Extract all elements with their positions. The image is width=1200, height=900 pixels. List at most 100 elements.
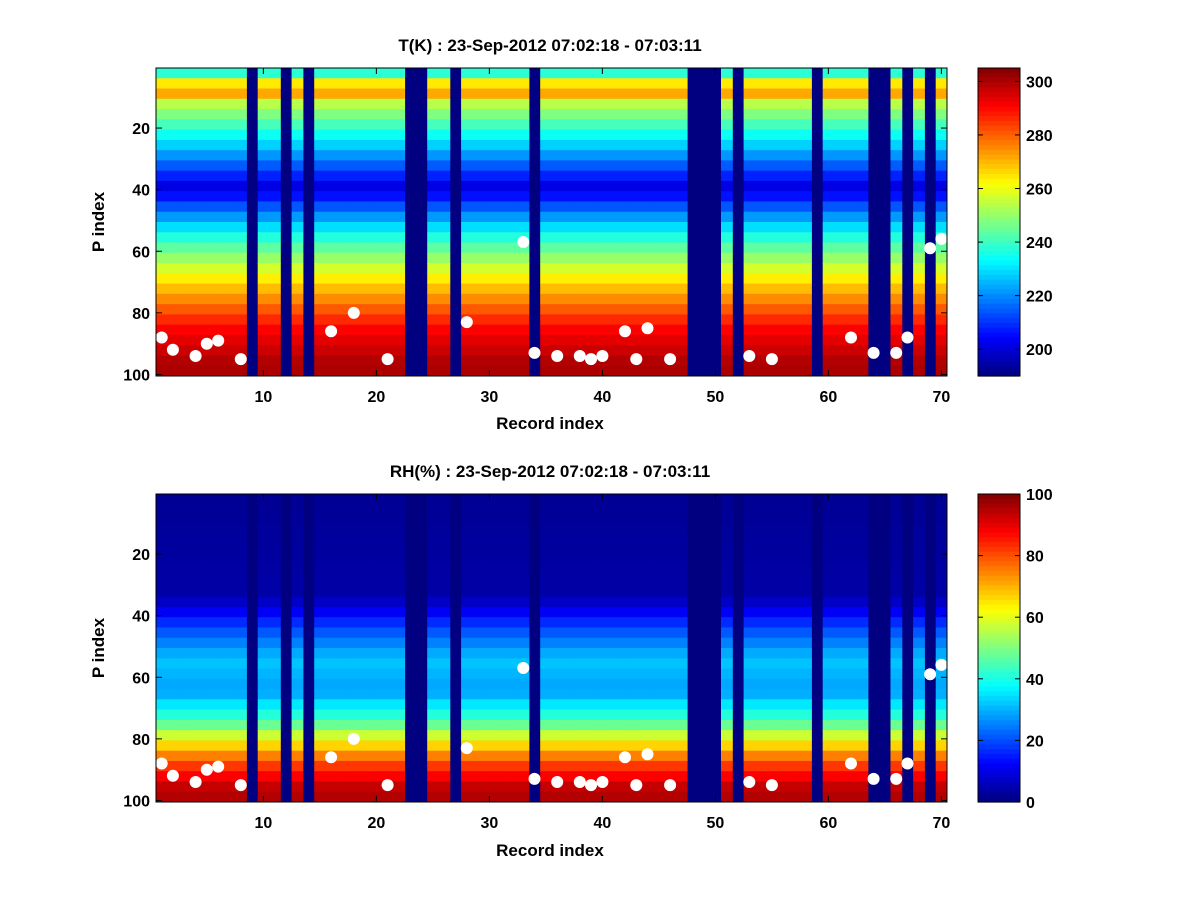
- heatmap-cell: [359, 211, 372, 223]
- heatmap-cell: [653, 334, 665, 346]
- heatmap-cell: [167, 129, 180, 141]
- heatmap-cell: [845, 88, 858, 100]
- heatmap-cell: [822, 586, 835, 598]
- heatmap-cell: [438, 263, 451, 274]
- heatmap-cell: [664, 201, 677, 213]
- x-axis-label-temperature: Record index: [496, 414, 604, 433]
- heatmap-cell: [314, 160, 326, 172]
- heatmap-cell: [359, 201, 372, 213]
- heatmap-cell: [913, 750, 925, 762]
- heatmap-cell: [495, 109, 507, 120]
- heatmap-cell: [596, 545, 609, 557]
- heatmap-cell: [370, 273, 383, 285]
- heatmap-cell: [348, 170, 360, 182]
- heatmap-cell: [540, 191, 552, 202]
- heatmap-cell: [540, 781, 552, 793]
- heatmap-cell: [721, 771, 733, 782]
- heatmap-cell: [212, 668, 225, 680]
- heatmap-cell: [596, 719, 609, 731]
- heatmap-cell: [314, 109, 326, 120]
- heatmap-cell: [472, 760, 485, 772]
- heatmap-cell: [675, 211, 688, 223]
- heatmap-cell: [461, 504, 473, 516]
- heatmap-cell: [856, 345, 869, 356]
- heatmap-cell: [630, 345, 643, 356]
- heatmap-cell: [178, 139, 191, 151]
- heatmap-cell: [551, 68, 564, 79]
- heatmap-cell: [461, 211, 473, 223]
- heatmap-cell: [574, 586, 586, 598]
- heatmap-cell: [585, 535, 598, 546]
- heatmap-cell: [348, 555, 360, 567]
- heatmap-cell: [382, 201, 394, 213]
- heatmap-cell: [653, 263, 665, 274]
- marker-point: [189, 776, 202, 788]
- heatmap-cell: [845, 524, 858, 536]
- heatmap-cell: [370, 242, 383, 254]
- heatmap-cell: [743, 334, 756, 346]
- colorbar-tick-label: 40: [1026, 672, 1044, 689]
- heatmap-cell: [472, 771, 485, 782]
- heatmap-cell: [641, 150, 654, 161]
- heatmap-cell: [834, 304, 846, 315]
- heatmap-cell: [562, 88, 575, 100]
- colorbar-segment: [978, 696, 1020, 702]
- heatmap-cell: [664, 699, 677, 711]
- heatmap-cell: [777, 334, 790, 346]
- heatmap-cell: [382, 555, 394, 567]
- heatmap-cell: [156, 586, 168, 598]
- heatmap-cell: [393, 201, 406, 213]
- heatmap-cell: [235, 627, 247, 639]
- heatmap-cell: [856, 576, 869, 587]
- heatmap-cell: [551, 314, 564, 326]
- heatmap-cell: [483, 109, 496, 120]
- heatmap-cell: [913, 293, 925, 305]
- heatmap-cell: [754, 273, 767, 285]
- y-tick-label: 80: [132, 306, 150, 323]
- heatmap-cell: [777, 109, 790, 120]
- heatmap-cell: [913, 201, 925, 213]
- heatmap-cell: [630, 658, 643, 670]
- heatmap-cell: [608, 637, 620, 649]
- heatmap-cell: [201, 263, 213, 274]
- heatmap-cell: [348, 545, 360, 557]
- heatmap-cell: [212, 180, 225, 192]
- heatmap-cell: [495, 324, 507, 336]
- heatmap-cell: [167, 535, 180, 546]
- heatmap-cell: [382, 211, 394, 223]
- heatmap-cell: [845, 740, 858, 752]
- heatmap-cell: [800, 730, 812, 741]
- heatmap-cell: [325, 596, 338, 608]
- heatmap-cell: [585, 689, 598, 700]
- heatmap-cell: [167, 242, 180, 254]
- heatmap-cell: [754, 760, 767, 772]
- heatmap-cell: [562, 689, 575, 700]
- heatmap-cell: [935, 709, 948, 721]
- heatmap-cell: [201, 222, 213, 233]
- heatmap-cell: [845, 293, 858, 305]
- heatmap-cell: [359, 699, 372, 711]
- heatmap-cell: [800, 211, 812, 223]
- heatmap-cell: [766, 606, 778, 618]
- colorbar-segment: [978, 303, 1020, 310]
- heatmap-cell: [856, 191, 869, 202]
- heatmap-cell: [235, 637, 247, 649]
- heatmap-cell: [845, 119, 858, 131]
- heatmap-cell: [359, 263, 372, 274]
- heatmap-cell: [427, 709, 439, 721]
- heatmap-cell: [766, 222, 778, 233]
- heatmap-cell: [856, 78, 869, 90]
- colorbar-temperature: [978, 68, 1020, 377]
- heatmap-cell: [314, 586, 326, 598]
- heatmap-cell: [336, 109, 349, 120]
- heatmap-cell: [223, 324, 236, 336]
- heatmap-cell: [675, 78, 688, 90]
- heatmap-cell: [822, 334, 835, 346]
- heatmap-cell: [189, 232, 202, 244]
- heatmap-cell: [551, 699, 564, 711]
- heatmap-cell: [596, 709, 609, 721]
- heatmap-cell: [201, 201, 213, 213]
- heatmap-cell: [562, 304, 575, 315]
- heatmap-cell: [890, 740, 903, 752]
- heatmap-cell: [438, 658, 451, 670]
